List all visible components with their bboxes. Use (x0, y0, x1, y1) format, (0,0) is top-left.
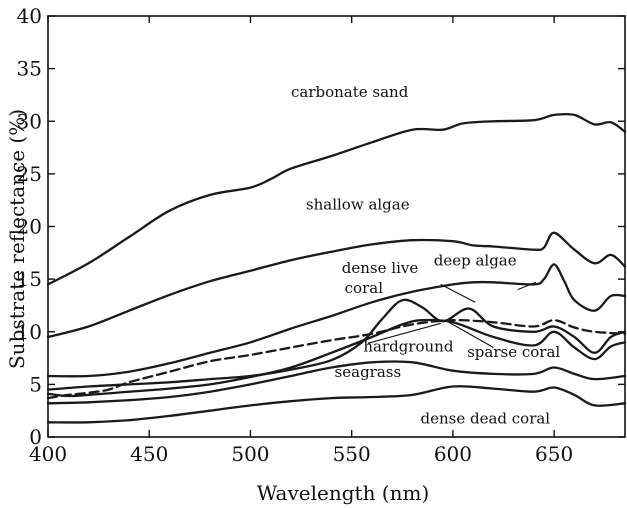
curve-label-coral: coral (345, 279, 384, 297)
y-tick-label: 30 (17, 109, 42, 133)
x-axis-title: Wavelength (nm) (257, 481, 430, 505)
curve-label-dense-live: dense live (342, 259, 419, 277)
curve-label-dense-dead-coral: dense dead coral (420, 409, 550, 427)
leader-lines (367, 281, 537, 349)
y-tick-label: 5 (29, 372, 42, 396)
series-line-sparse-coral (46, 318, 627, 398)
series-line-seagrass (46, 360, 627, 405)
x-tick-label: 400 (29, 442, 67, 466)
y-axis-title: Substrate reflectance (%) (5, 109, 29, 369)
curve-label-sparse-coral: sparse coral (467, 343, 560, 361)
series-layer (46, 112, 627, 424)
label-leader-line (440, 283, 476, 303)
x-tick-label: 600 (434, 442, 472, 466)
y-tick-label: 35 (17, 57, 42, 81)
curve-label-carbonate-sand: carbonate sand (291, 83, 409, 101)
curve-label-shallow-algae: shallow algae (306, 196, 410, 214)
y-tick-label: 15 (17, 267, 42, 291)
x-tick-label: 650 (535, 442, 573, 466)
y-tick-label: 10 (17, 320, 42, 344)
y-tick-label: 25 (17, 162, 42, 186)
series-line-dense-live-coral (46, 298, 627, 391)
series-line-dense-dead-coral (46, 385, 627, 424)
y-tick-label: 40 (17, 4, 42, 28)
series-line-hardground (46, 318, 627, 400)
y-tick-label: 20 (17, 215, 42, 239)
series-line-carbonate-sand (46, 112, 627, 286)
curve-label-seagrass: seagrass (335, 363, 402, 381)
x-tick-label: 500 (231, 442, 269, 466)
y-tick-label: 0 (29, 425, 42, 449)
series-line-shallow-algae (46, 231, 627, 339)
curve-label-deep-algae: deep algae (434, 251, 517, 269)
label-leader-line (448, 321, 494, 349)
label-leader-line (367, 322, 441, 344)
curve-label-hardground: hardground (363, 338, 454, 356)
label-leader-line (517, 281, 537, 291)
x-tick-label: 450 (130, 442, 168, 466)
x-tick-label: 550 (333, 442, 371, 466)
ticks: 400 450 500 550 600 650 0 5 10 15 20 25 30 35 40 (17, 4, 625, 466)
curve-labels: carbonate sand shallow algae dense live cor… (291, 83, 560, 427)
series-line-deep-algae (46, 263, 627, 378)
